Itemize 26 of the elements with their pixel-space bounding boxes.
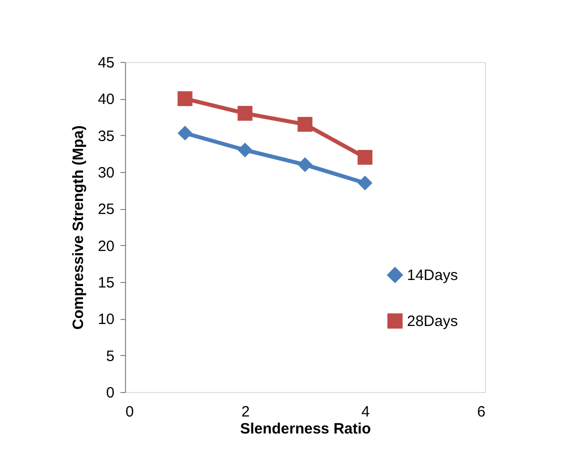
y-tick-label: 40 (98, 91, 114, 108)
y-tick-label: 45 (98, 54, 114, 72)
x-tick-label: 2 (241, 404, 250, 420)
point (238, 106, 252, 121)
y-tick-label: 0 (106, 384, 114, 402)
y-tick-label: 25 (98, 201, 114, 218)
legend-label: 14Days (407, 267, 458, 284)
y-axis-title: Compressive Strength (Mpa) (70, 125, 87, 330)
y-tick-label: 5 (106, 348, 114, 365)
point (358, 150, 372, 165)
point (238, 142, 252, 158)
x-tick-label: 6 (477, 404, 486, 420)
x-tick-label: 4 (361, 404, 370, 420)
y-tick-label: 10 (98, 311, 114, 328)
y-tick-label: 15 (98, 274, 114, 292)
legend-label: 28Days (407, 313, 458, 330)
x-tick-label: 0 (126, 404, 134, 420)
point (298, 157, 312, 172)
y-tick-label: 35 (98, 128, 114, 145)
y-tick-label: 20 (98, 238, 114, 255)
point (298, 116, 312, 132)
point (178, 91, 192, 106)
x-axis-title: Slenderness Ratio (240, 420, 371, 438)
point (358, 176, 372, 190)
y-tick-label: 30 (98, 164, 114, 182)
point (178, 126, 192, 141)
